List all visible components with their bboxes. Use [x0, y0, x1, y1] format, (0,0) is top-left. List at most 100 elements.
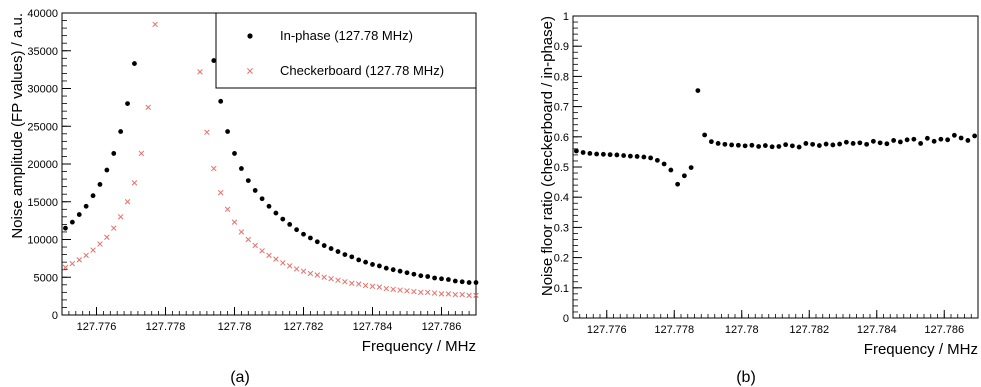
panel-b-series-0-point [830, 142, 836, 148]
panel-b-series-0-point [762, 143, 768, 148]
panel-a-series-0-point [111, 151, 117, 156]
panel-a-series-1-point [62, 264, 69, 271]
panel-a-series-0-point [418, 273, 424, 279]
panel-a-series-1-point [362, 282, 369, 289]
panel-b-series-0-point [641, 154, 647, 160]
panel-a-series-0-point [397, 268, 403, 274]
panel-a-y-tick-label: 5000 [34, 272, 58, 284]
panel-b-series-0-point [587, 151, 593, 156]
panel-b-series-0-point [695, 88, 701, 93]
panel-a-series-1-point [280, 260, 286, 266]
panel-b-y-tick-label: 0 [563, 313, 569, 325]
panel-b-series-0-point [756, 144, 762, 149]
panel-a-chart: 127.776 127.778 127.78 127.782 127.784 127.78… [9, 8, 479, 386]
panel-a-series-1-point [418, 289, 424, 296]
panel-a-series-0-point [452, 278, 458, 284]
panel-a-series-0-point [294, 227, 299, 233]
panel-a-series-0-point [356, 257, 362, 263]
panel-b-series-0-point [627, 153, 633, 159]
panel-b-y-tick-label: 0.3 [554, 222, 569, 234]
panel-a-series-1-point [145, 104, 152, 111]
panel-a-y-tick-label: 35000 [27, 46, 58, 58]
panel-b-series-0-point [843, 139, 849, 145]
panel-a-y-tick-label: 40000 [27, 8, 58, 20]
panel-a-series-0-point [225, 129, 231, 134]
panel-b-series-0-point [972, 133, 978, 139]
panel-b-x-tick-label: 127.786 [924, 324, 964, 336]
panel-b-series-0-point [823, 141, 829, 147]
panel-a-series-1-point [466, 292, 472, 299]
panel-a-y-tick-label: 0 [52, 310, 58, 322]
legend-in-phase-marker [247, 33, 253, 39]
panel-b-panel-label: (b) [736, 369, 756, 386]
panel-b-y-tick-label: 0.6 [554, 132, 569, 144]
panel-a-series-1-point [300, 268, 307, 274]
panel-a-y-tick-label: 20000 [27, 159, 58, 171]
panel-a-series-1-point [335, 277, 341, 284]
panel-b-series-0-point [675, 181, 681, 187]
panel-a-series-0-point [446, 277, 451, 282]
panel-a-series-1-point [452, 291, 459, 298]
panel-b-x-tick-label: 127.782 [789, 324, 829, 336]
panel-b-series-0-point [702, 132, 708, 138]
panel-a-x-tick-label: 127.786 [422, 321, 462, 333]
panel-b-series-0-point [600, 151, 606, 157]
panel-b-series-0-point [776, 144, 782, 149]
panel-a-series-1-point [349, 280, 355, 287]
panel-b-x-axis-title: Frequency / MHz [864, 341, 978, 358]
panel-a-series-1-point [110, 225, 117, 231]
panel-b-series-0-point [783, 142, 789, 148]
panel-a-series-1-point [204, 129, 210, 136]
panel-a-series-1-point [138, 150, 145, 157]
panel-a-series-0-point [314, 239, 320, 245]
panel-a-y-tick-label: 30000 [27, 84, 58, 96]
panel-a-series-1-point [152, 21, 158, 28]
panel-b-series-0-point [810, 141, 816, 147]
panel-b-series-0-point [951, 132, 957, 138]
panel-b-series-0-point [708, 139, 714, 145]
panel-a-series-0-point [328, 246, 334, 251]
panel-a-series-0-point [97, 181, 103, 187]
panel-b-series-0-point [850, 141, 856, 146]
panel-b-series-0-point [931, 138, 937, 144]
panel-a-series-1-point [259, 248, 265, 254]
panel-a-series-0-point [390, 267, 396, 273]
panel-a-series-1-point [245, 236, 252, 243]
panel-a-series-0-point [383, 265, 389, 271]
panel-a-series-0-point [459, 279, 465, 285]
panel-b-series-0-point [945, 137, 951, 143]
panel-b-y-tick-label: 1 [563, 11, 569, 23]
panel-a-x-tick-label: 127.78 [218, 321, 252, 333]
panel-a-series-1-point [321, 274, 327, 281]
panel-b-series-0-point [688, 165, 694, 171]
panel-a-series-1-point [238, 229, 245, 235]
panel-b-series-0-point [877, 140, 883, 146]
panel-a-series-0-point [342, 252, 348, 257]
panel-b-series-0-point [729, 142, 735, 148]
panel-b-series-0-point [749, 142, 755, 148]
panel-b-series-0-point [648, 155, 654, 161]
panel-b-series-0-point [864, 141, 870, 147]
panel-b-x-tick-label: 127.78 [725, 324, 759, 336]
panel-a-series-0-point [239, 166, 244, 171]
panel-a-series-0-point [83, 203, 89, 209]
panel-a-series-1-point [117, 214, 124, 220]
panel-a-series-1-point [231, 219, 238, 225]
panel-b-series-0-point [965, 138, 971, 143]
panel-a-series-0-point [266, 203, 272, 209]
panel-b-y-tick-label: 0.5 [554, 162, 569, 174]
panel-b-x-tick-label: 127.784 [857, 324, 897, 336]
panel-a-series-0-point [259, 196, 265, 202]
panel-b-series-0-point [884, 141, 890, 147]
panel-a-series-1-point [445, 291, 452, 297]
panel-a-series-0-point [118, 129, 124, 134]
panel-b-series-0-point [938, 136, 944, 142]
panel-a-series-1-point [211, 165, 217, 172]
panel-a-series-1-point [438, 291, 445, 297]
panel-a-series-0-point [69, 219, 75, 225]
panel-b-y-tick-label: 0.1 [554, 283, 569, 295]
panel-a-series-0-point [363, 259, 368, 265]
panel-b-series-0-point [654, 157, 660, 163]
panel-a-series-1-point [97, 241, 103, 247]
panel-a-series-1-point [473, 292, 479, 299]
